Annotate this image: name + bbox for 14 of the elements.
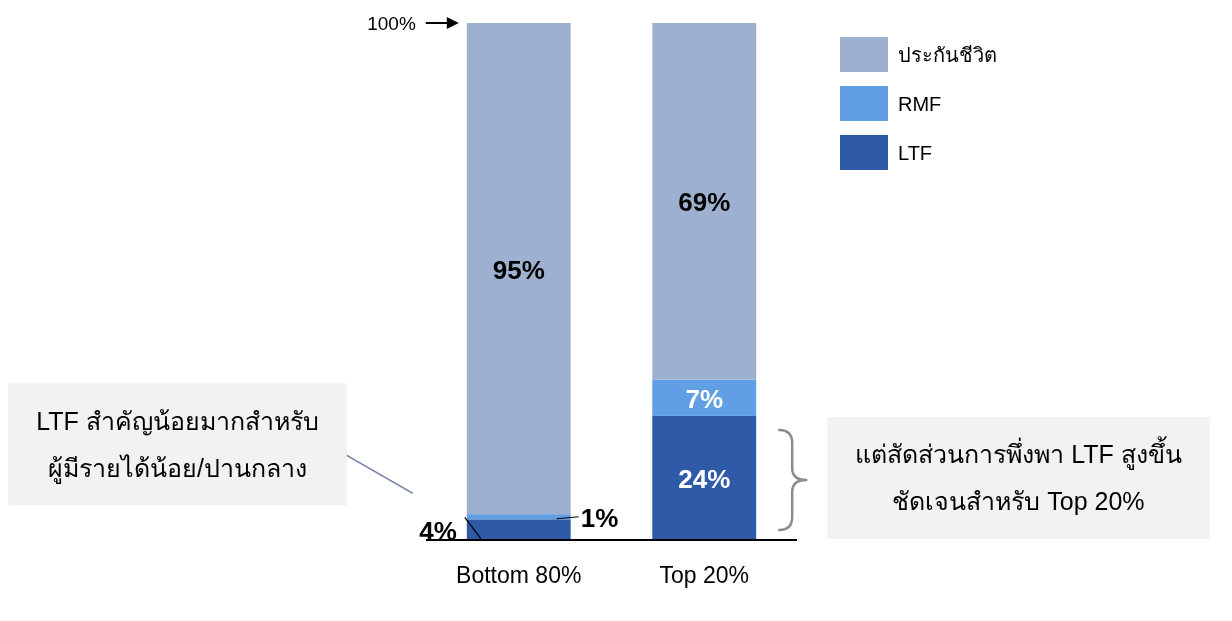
text: 100% bbox=[367, 12, 416, 34]
data-label: 24% bbox=[678, 463, 731, 494]
legend-label: LTF bbox=[898, 142, 933, 164]
data-label: 7% bbox=[685, 383, 724, 414]
x-tick-label: Bottom 80% bbox=[456, 562, 582, 588]
data-label: 95% bbox=[492, 254, 545, 285]
text: แต่สัดส่วนการพึ่งพา LTF สูงขึ้น ชัดเจนสำหรับ Top 20% bbox=[855, 436, 1182, 516]
data-label: 4% bbox=[419, 515, 457, 546]
legend-label: ประกันชีวิต bbox=[898, 44, 997, 66]
legend-label: RMF bbox=[898, 93, 942, 115]
data-label: 1% bbox=[580, 502, 619, 533]
data-label: 69% bbox=[678, 187, 731, 218]
text: LTF สำคัญน้อยมากสำหรับ ผู้มีรายได้น้อย/ปานกลาง bbox=[36, 406, 319, 484]
x-tick-label: Top 20% bbox=[659, 562, 750, 588]
